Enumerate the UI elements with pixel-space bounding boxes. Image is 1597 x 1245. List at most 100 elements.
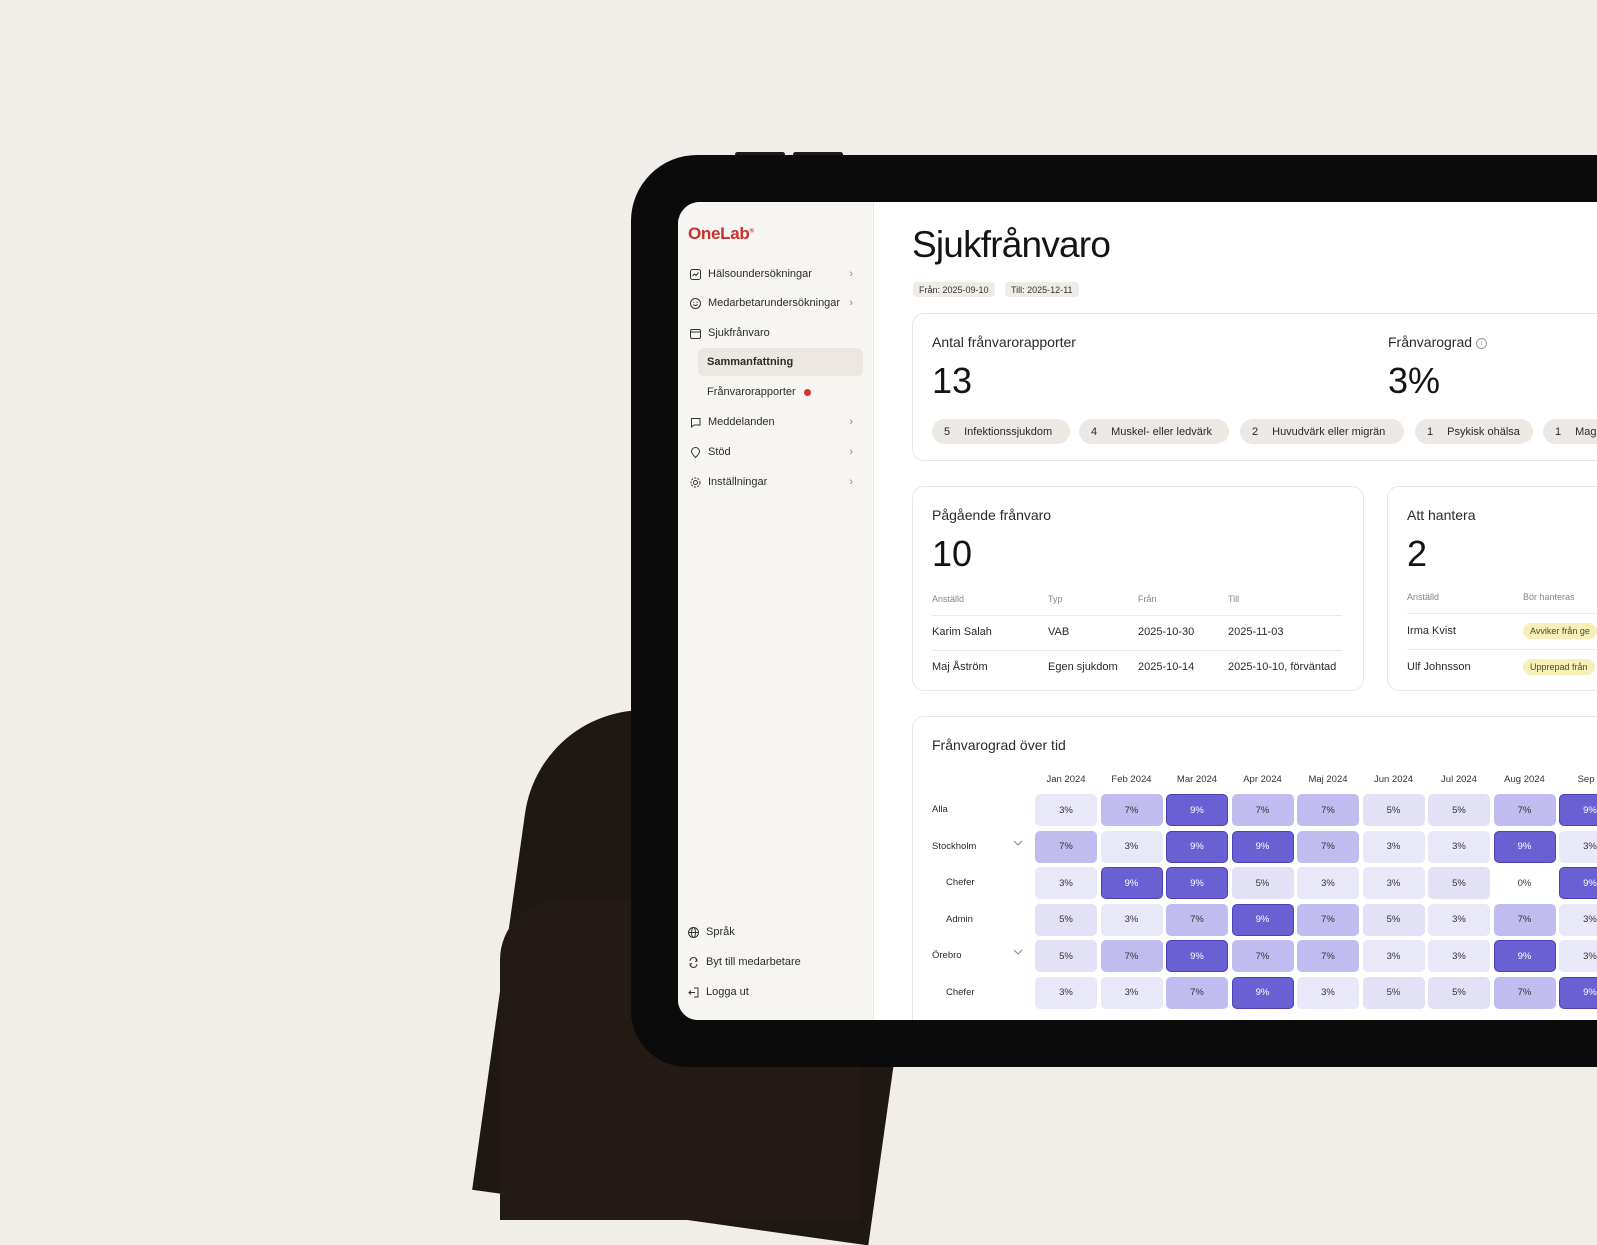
heatmap-cell[interactable]: 5% (1428, 867, 1490, 899)
heatmap-cell[interactable]: 3% (1297, 976, 1359, 1009)
heatmap-title: Frånvarograd över tid (932, 737, 1066, 753)
sidebar: OneLab® Hälsoundersökningar › Medarbetar… (678, 202, 874, 1020)
heatmap-cell[interactable]: 3% (1100, 830, 1163, 863)
heatmap-cell[interactable]: 7% (1297, 830, 1359, 863)
heatmap-cell[interactable]: 3% (1559, 830, 1597, 863)
heatmap-cell[interactable]: 9% (1493, 830, 1556, 863)
heatmap-cell[interactable]: 5% (1362, 903, 1425, 936)
heatmap-cell[interactable]: 5% (1428, 794, 1490, 826)
heatmap-cell[interactable]: 9% (1559, 976, 1597, 1009)
heatmap-cell[interactable]: 9% (1559, 794, 1597, 826)
heatmap-cell[interactable]: 7% (1493, 794, 1556, 826)
heatmap-cell[interactable]: 3% (1428, 940, 1490, 972)
heatmap-cell[interactable]: 5% (1035, 903, 1097, 936)
heatmap-column-label: Jul 2024 (1441, 774, 1477, 785)
heatmap-cell[interactable]: 9% (1231, 830, 1294, 863)
sidebar-item-byt-till-medarbetare[interactable]: Byt till medarbetare (678, 948, 873, 976)
sidebar-subitem-sammanfattning[interactable]: Sammanfattning (698, 348, 863, 376)
main-content: Sjukfrånvaro Från: 2025-09-10 Till: 2025… (873, 202, 1597, 1020)
ongoing-card: Pågående frånvaro 10 Anställd Typ Från T… (912, 486, 1364, 691)
heatmap-column-label: Jun 2024 (1373, 774, 1414, 785)
heatmap-cell[interactable]: 7% (1493, 903, 1556, 936)
heatmap-cell[interactable]: 7% (1297, 794, 1359, 826)
info-icon[interactable]: i (1475, 337, 1487, 349)
chevron-down-icon[interactable] (1013, 838, 1023, 851)
heatmap-cell[interactable]: 3% (1428, 903, 1490, 936)
heatmap-cell[interactable]: 7% (1035, 830, 1097, 863)
heatmap-cell[interactable]: 9% (1559, 867, 1597, 899)
cause-pill[interactable]: 1 Mag (1543, 419, 1597, 444)
heatmap-cell[interactable]: 3% (1428, 830, 1490, 863)
tablet-volume-button (735, 152, 785, 157)
sidebar-item-halsoundersokningar[interactable]: Hälsoundersökningar › (678, 260, 873, 288)
heatmap-cell[interactable]: 9% (1493, 940, 1556, 972)
heatmap-cell[interactable]: 7% (1297, 940, 1359, 972)
heatmap-cell[interactable]: 5% (1428, 976, 1490, 1009)
heatmap-cell[interactable]: 3% (1035, 867, 1097, 899)
pin-icon (689, 446, 701, 458)
cause-pill[interactable]: 1 Psykisk ohälsa (1415, 419, 1533, 444)
sidebar-subitem-franvarorapporter[interactable]: Frånvarorapporter (698, 378, 863, 406)
heatmap-cell[interactable]: 7% (1100, 794, 1163, 826)
heatmap-cell[interactable]: 9% (1166, 867, 1228, 899)
heatmap-cell[interactable]: 7% (1493, 976, 1556, 1009)
heatmap-row-label[interactable]: Örebro (932, 950, 962, 961)
divider (1407, 613, 1597, 614)
heatmap-cell[interactable]: 7% (1166, 976, 1228, 1009)
col-header-employee: Anställd (932, 594, 965, 604)
heatmap-cell[interactable]: 9% (1100, 867, 1163, 899)
chevron-right-icon: › (849, 476, 853, 488)
heatmap-cell[interactable]: 3% (1297, 867, 1359, 899)
sidebar-item-medarbetarundersokningar[interactable]: Medarbetarundersökningar › (678, 289, 873, 317)
heatmap-cell[interactable]: 7% (1166, 903, 1228, 936)
smiley-icon (689, 297, 701, 309)
heatmap-cell[interactable]: 5% (1362, 794, 1425, 826)
heatmap-cell[interactable]: 7% (1297, 903, 1359, 936)
heatmap-cell[interactable]: 3% (1559, 903, 1597, 936)
logout-icon (687, 986, 699, 998)
heatmap-cell[interactable]: 5% (1035, 940, 1097, 972)
heatmap-cell[interactable]: 3% (1362, 940, 1425, 972)
heatmap-cell[interactable]: 3% (1100, 976, 1163, 1009)
chevron-down-icon[interactable] (1013, 947, 1023, 960)
divider (932, 615, 1342, 616)
cause-pill[interactable]: 4 Muskel- eller ledvärk (1079, 419, 1229, 444)
chat-icon (689, 416, 701, 428)
sidebar-item-installningar[interactable]: Inställningar › (678, 468, 873, 496)
cause-pill[interactable]: 5 Infektionssjukdom (932, 419, 1070, 444)
date-to-chip[interactable]: Till: 2025-12-11 (1005, 282, 1079, 297)
sidebar-item-sjukfranvaro[interactable]: Sjukfrånvaro (678, 319, 873, 347)
heatmap-cell[interactable]: 5% (1231, 867, 1294, 899)
heatmap-cell[interactable]: 3% (1035, 976, 1097, 1009)
heatmap-cell[interactable]: 3% (1362, 830, 1425, 863)
sidebar-item-stod[interactable]: Stöd › (678, 438, 873, 466)
heatmap-cell[interactable]: 7% (1231, 794, 1294, 826)
heatmap-cell[interactable]: 3% (1035, 794, 1097, 826)
status-badge: Upprepad från (1523, 659, 1595, 675)
sidebar-item-logga-ut[interactable]: Logga ut (678, 978, 873, 1006)
heatmap-cell[interactable]: 9% (1166, 830, 1228, 863)
heatmap-cell[interactable]: 9% (1231, 903, 1294, 936)
heatmap-cell[interactable]: 7% (1231, 940, 1294, 972)
heatmap-cell[interactable]: 0% (1493, 867, 1556, 899)
heatmap-column-label: Aug 2024 (1504, 774, 1545, 785)
heatmap-cell[interactable]: 3% (1100, 903, 1163, 936)
heatmap-cell[interactable]: 9% (1166, 794, 1228, 826)
heatmap-row-label[interactable]: Stockholm (932, 840, 977, 852)
sidebar-item-meddelanden[interactable]: Meddelanden › (678, 408, 873, 436)
cause-pill[interactable]: 2 Huvudvärk eller migrän (1240, 419, 1404, 444)
heatmap-cell[interactable]: 5% (1362, 976, 1425, 1009)
date-from-chip[interactable]: Från: 2025-09-10 (913, 282, 995, 297)
sidebar-item-sprak[interactable]: Språk (678, 918, 873, 946)
heatmap-row-label: Chefer (946, 986, 975, 998)
heatmap-cell[interactable]: 3% (1362, 867, 1425, 899)
heatmap-cell[interactable]: 9% (1166, 940, 1228, 972)
swap-icon (687, 956, 699, 968)
heatmap-cell[interactable]: 3% (1559, 940, 1597, 972)
heatmap-cell[interactable]: 7% (1100, 940, 1163, 972)
ongoing-title: Pågående frånvaro (932, 507, 1052, 523)
rate-title: Frånvarograd i (1388, 334, 1487, 350)
logo[interactable]: OneLab® (688, 224, 754, 243)
globe-icon (687, 926, 699, 938)
heatmap-cell[interactable]: 9% (1231, 976, 1294, 1009)
